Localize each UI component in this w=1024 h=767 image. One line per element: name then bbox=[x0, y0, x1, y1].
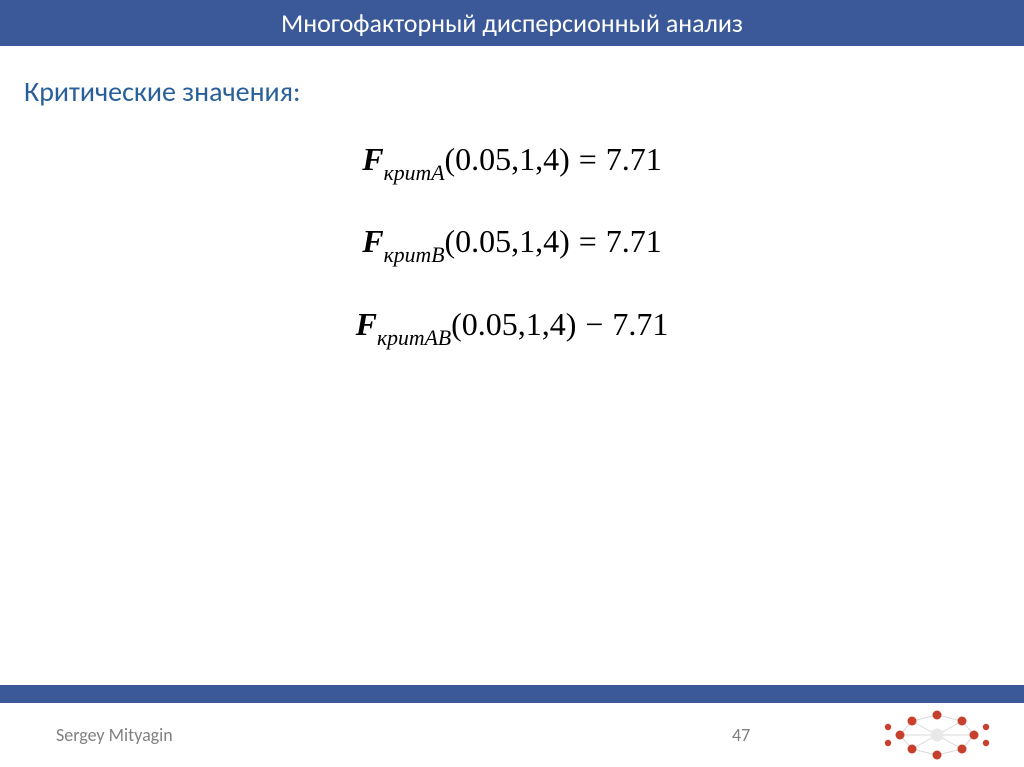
formula-operator: = bbox=[570, 223, 606, 259]
formula-args: 0.05,1,4 bbox=[462, 306, 566, 342]
slide-title: Многофакторный дисперсионный анализ bbox=[0, 0, 1024, 46]
formula-row: FкритB(0.05,1,4)=7.71 bbox=[362, 223, 662, 265]
formula-operator: = bbox=[570, 141, 606, 177]
formula-row: FкритAB(0.05,1,4)−7.71 bbox=[356, 306, 669, 348]
formula-symbol: F bbox=[362, 141, 383, 177]
formula-args: 0.05,1,4 bbox=[455, 141, 559, 177]
formula-operator: − bbox=[576, 306, 612, 342]
slide-body: Критические значения: FкритA(0.05,1,4)=7… bbox=[0, 46, 1024, 685]
formula-symbol: F bbox=[362, 223, 383, 259]
formula-symbol: F bbox=[356, 306, 377, 342]
subtitle: Критические значения: bbox=[24, 74, 1000, 109]
paren-open: ( bbox=[451, 306, 462, 342]
footer: Sergey Mityagin 47 bbox=[0, 703, 1024, 767]
page-number: 47 bbox=[732, 724, 750, 746]
formula-subscript: критB bbox=[384, 243, 445, 267]
formula-block: FкритA(0.05,1,4)=7.71 FкритB(0.05,1,4)=7… bbox=[24, 141, 1000, 348]
network-logo-icon bbox=[882, 709, 992, 761]
formula-value: 7.71 bbox=[612, 306, 668, 342]
formula-subscript: критAB bbox=[377, 326, 451, 350]
formula-row: FкритA(0.05,1,4)=7.71 bbox=[362, 141, 662, 183]
paren-open: ( bbox=[445, 141, 456, 177]
paren-close: ) bbox=[559, 141, 570, 177]
accent-band bbox=[0, 685, 1024, 703]
paren-close: ) bbox=[566, 306, 577, 342]
formula-value: 7.71 bbox=[606, 223, 662, 259]
paren-close: ) bbox=[559, 223, 570, 259]
author-label: Sergey Mityagin bbox=[56, 724, 173, 746]
formula-args: 0.05,1,4 bbox=[455, 223, 559, 259]
paren-open: ( bbox=[445, 223, 456, 259]
formula-value: 7.71 bbox=[606, 141, 662, 177]
slide: Многофакторный дисперсионный анализ Крит… bbox=[0, 0, 1024, 767]
formula-subscript: критA bbox=[384, 161, 445, 185]
